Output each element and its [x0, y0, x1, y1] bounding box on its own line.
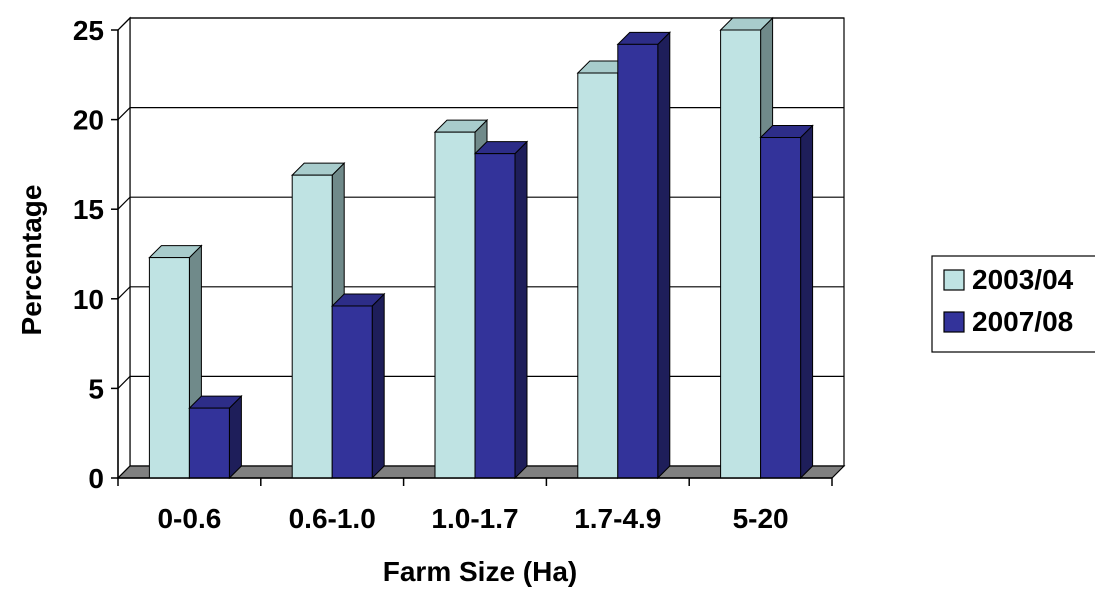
- bar-side: [228, 394, 242, 480]
- y-tick-label: 10: [73, 284, 104, 315]
- legend-swatch: [943, 311, 965, 333]
- y-tick-label: 0: [88, 463, 104, 494]
- x-axis-title: Farm Size (Ha): [383, 556, 578, 587]
- bar: [290, 161, 346, 480]
- bar-front: [434, 131, 476, 479]
- bar: [330, 292, 386, 480]
- bar-side: [657, 31, 671, 480]
- legend: 2003/04 2007/08: [931, 255, 1095, 353]
- x-tick-label: 0.6-1.0: [289, 503, 376, 534]
- bar-front: [188, 407, 230, 479]
- y-tick-label: 25: [73, 15, 104, 46]
- bar: [759, 124, 814, 480]
- bar: [188, 394, 243, 480]
- y-axis-title: Percentage: [16, 185, 47, 336]
- bar: [473, 140, 529, 480]
- bar-front: [617, 43, 659, 479]
- x-tick-labels: 0-0.6 0.6-1.0 1.0-1.7 1.7-4.9 5-20: [157, 503, 788, 534]
- x-tick-label: 0-0.6: [157, 503, 221, 534]
- gridline: [117, 17, 844, 31]
- x-tick-label: 1.0-1.7: [431, 503, 518, 534]
- legend-label: 2003/04: [972, 264, 1074, 295]
- x-tick-label: 5-20: [733, 503, 789, 534]
- bar-front: [760, 137, 802, 479]
- bar-front: [577, 72, 619, 479]
- bar-side: [514, 140, 528, 480]
- bar-front: [148, 257, 190, 479]
- y-tick-labels: 0 5 10 15 20 25: [73, 15, 104, 494]
- bar-side: [800, 124, 814, 480]
- bar-front: [291, 174, 333, 479]
- bar: [616, 31, 672, 480]
- bar-front: [474, 153, 516, 479]
- y-tick-label: 5: [88, 373, 104, 404]
- legend-swatch: [943, 269, 965, 291]
- axes: [111, 29, 833, 486]
- bar-front: [720, 29, 762, 479]
- bars: [148, 16, 814, 480]
- y-tick-label: 15: [73, 194, 104, 225]
- bar-front: [331, 305, 373, 479]
- side-wall: [117, 16, 131, 480]
- bar-side: [371, 292, 385, 480]
- y-tick-label: 20: [73, 105, 104, 136]
- legend-label: 2007/08: [972, 306, 1073, 337]
- x-tick-label: 1.7-4.9: [574, 503, 661, 534]
